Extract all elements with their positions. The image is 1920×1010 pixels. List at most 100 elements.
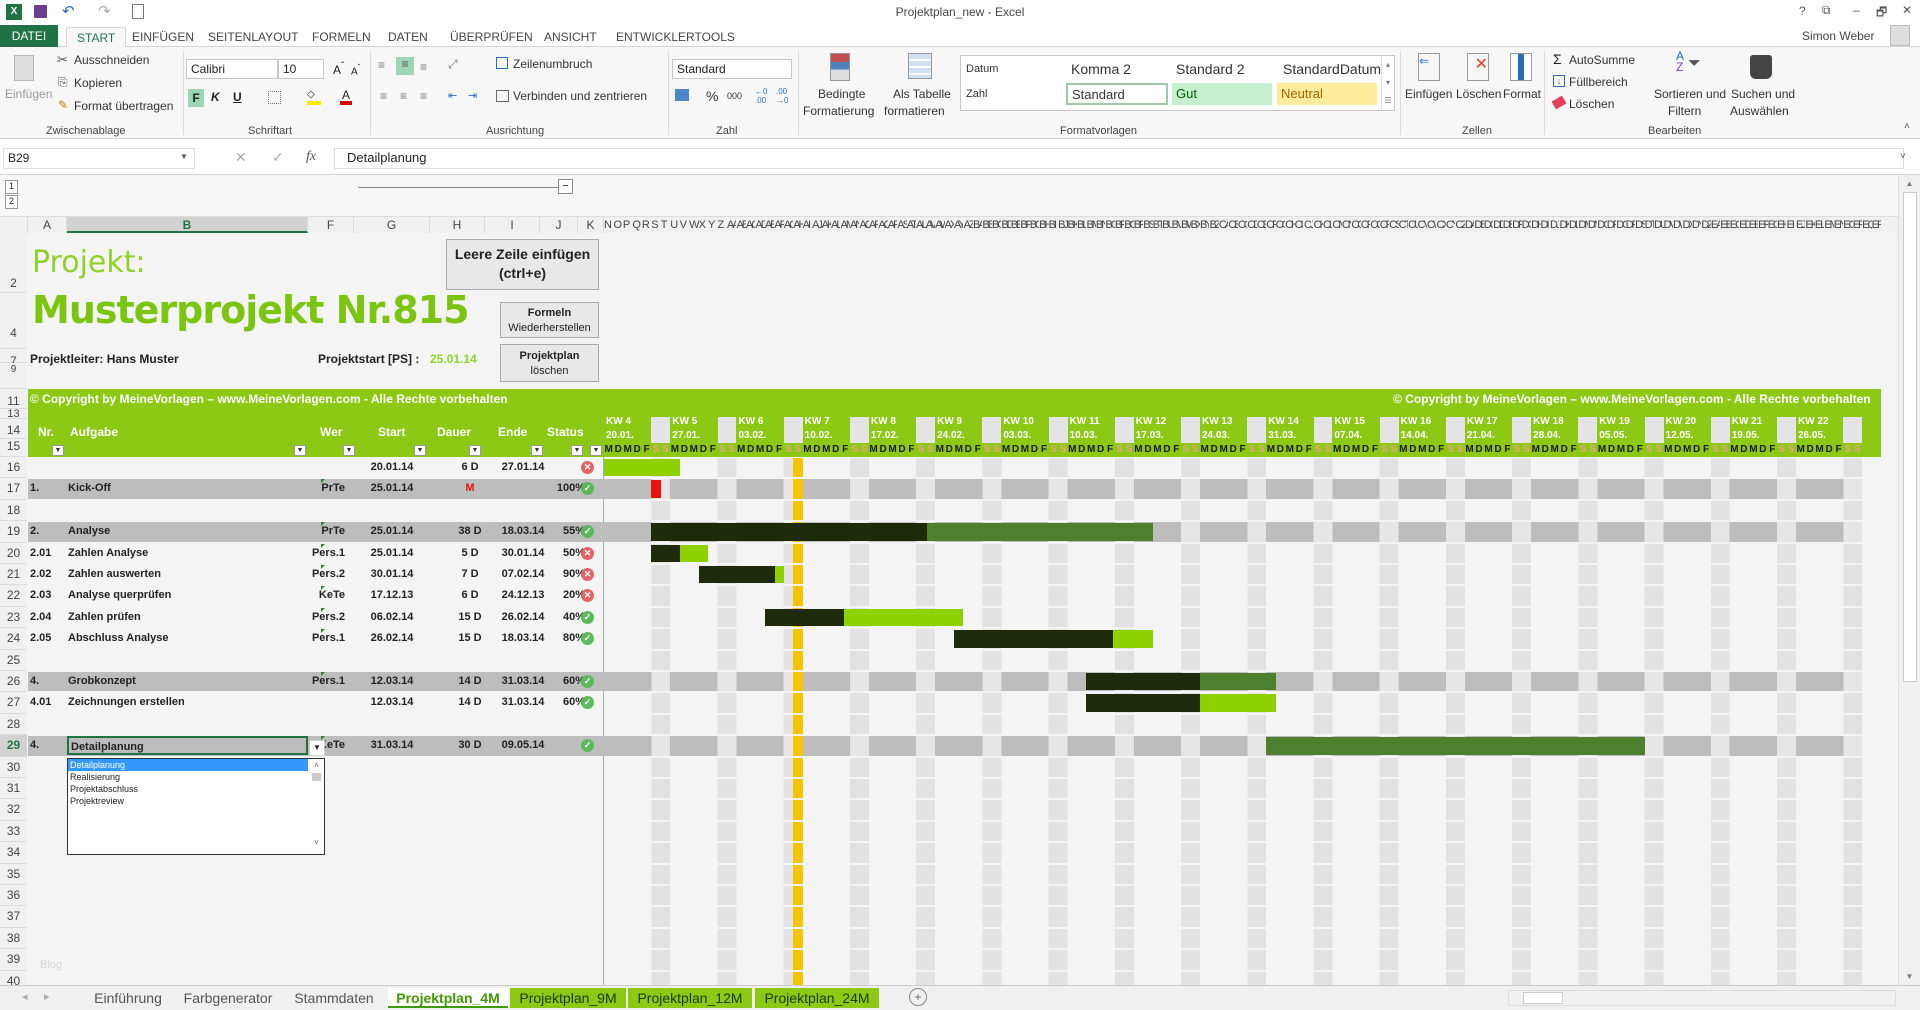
number-format-dropdown[interactable]: Standard	[672, 59, 792, 79]
gantt-column-header[interactable]: CB	[1228, 219, 1237, 231]
paste-button[interactable]: Einfügen	[5, 87, 53, 101]
gantt-column-header[interactable]: BI	[1048, 219, 1058, 231]
row-header-2[interactable]: 2	[0, 233, 27, 293]
sheet-tab-projektplan-4m[interactable]: Projektplan_4M	[388, 988, 508, 1008]
row-header-4[interactable]: 4	[0, 293, 27, 349]
gantt-column-header[interactable]: CL	[1322, 219, 1333, 231]
gantt-column-header[interactable]: BE	[1010, 219, 1021, 231]
align-left-icon[interactable]: ≡	[380, 89, 388, 103]
gantt-column-header[interactable]: BP	[1114, 219, 1125, 231]
gantt-column-header[interactable]: BA	[972, 219, 983, 231]
outline-level-1-button[interactable]: 1	[5, 180, 18, 194]
row-header[interactable]: 20	[0, 542, 27, 564]
gantt-column-header[interactable]: DB	[1474, 219, 1483, 231]
tab-ueberpruefen[interactable]: ÜBERPRÜFEN	[450, 30, 533, 44]
gantt-column-header[interactable]: CH	[1285, 219, 1294, 231]
gantt-column-header[interactable]: CQ	[1370, 219, 1379, 231]
gantt-column-header[interactable]: AH	[793, 219, 803, 231]
row-header-14[interactable]: 14	[0, 419, 27, 439]
gantt-column-header[interactable]: BB	[982, 219, 992, 231]
name-box[interactable]: B29	[3, 148, 195, 169]
column-header-b[interactable]: B	[67, 217, 308, 233]
gantt-column-header[interactable]: DO	[1597, 219, 1606, 231]
conditional-formatting-button[interactable]: Bedingte	[818, 87, 866, 101]
gantt-column-header[interactable]: AF	[774, 219, 784, 231]
sheet-tab-projektplan-9m[interactable]: Projektplan_9M	[510, 988, 626, 1008]
gantt-column-header[interactable]: BK	[1067, 219, 1077, 231]
style-standard[interactable]: Standard	[1066, 83, 1168, 105]
sort-filter-button-line2[interactable]: Filtern	[1668, 104, 1702, 118]
column-header-j[interactable]: J	[540, 217, 578, 233]
clear-button[interactable]: Löschen	[1569, 97, 1615, 111]
gantt-column-header[interactable]: ER	[1871, 219, 1882, 231]
sheet-tab-farbgenerator[interactable]: Farbgenerator	[183, 990, 273, 1006]
gantt-column-header[interactable]: CW	[1427, 219, 1436, 231]
column-header-h[interactable]: H	[430, 217, 485, 233]
tab-start[interactable]: START	[66, 27, 127, 47]
align-center-icon[interactable]: ≡	[400, 89, 408, 103]
style-komma-2[interactable]: Komma 2	[1071, 61, 1131, 77]
gantt-column-header[interactable]: CT	[1398, 219, 1409, 231]
sort-filter-button[interactable]: Sortieren und	[1654, 87, 1727, 101]
italic-button[interactable]: K	[211, 90, 220, 104]
gantt-column-header[interactable]: O	[613, 219, 622, 231]
row-header[interactable]: 33	[0, 820, 27, 843]
column-header-k[interactable]: K	[578, 217, 604, 233]
add-sheet-button[interactable]: +	[909, 988, 927, 1006]
minimize-button[interactable]: –	[1853, 3, 1860, 17]
row-header[interactable]: 22	[0, 585, 27, 607]
row-header[interactable]: 19	[0, 521, 27, 543]
gantt-column-header[interactable]: AB	[736, 219, 746, 231]
row-header-7[interactable]: 7	[0, 349, 27, 368]
gantt-column-header[interactable]: BH	[1039, 219, 1049, 231]
gantt-column-header[interactable]: EF	[1758, 219, 1768, 231]
style-zahl[interactable]: Zahl	[966, 88, 988, 100]
style-standarddatum[interactable]: StandardDatum	[1283, 61, 1382, 77]
tab-scroll-left-icon[interactable]: ◂	[22, 991, 28, 1003]
gantt-column-header[interactable]: BS	[1143, 219, 1153, 231]
gantt-column-header[interactable]: CO	[1351, 219, 1360, 231]
gantt-column-header[interactable]: DA	[1464, 219, 1474, 231]
gantt-column-header[interactable]: EQ	[1862, 219, 1871, 231]
gantt-column-header[interactable]: DN	[1587, 219, 1597, 231]
gantt-column-header[interactable]: BY	[1199, 219, 1210, 231]
row-header[interactable]: 28	[0, 713, 27, 736]
row-header[interactable]: 32	[0, 799, 27, 821]
gantt-column-header[interactable]: DR	[1625, 219, 1635, 231]
gantt-column-header[interactable]: BR	[1133, 219, 1144, 231]
row-header[interactable]: 23	[0, 606, 27, 629]
gantt-column-header[interactable]: BF	[1020, 219, 1030, 231]
gantt-column-header[interactable]: EC	[1729, 219, 1740, 231]
insert-row-button[interactable]: Leere Zeile einfügen (ctrl+e)	[446, 239, 599, 290]
undo-icon[interactable]: ↶	[62, 3, 75, 20]
gantt-column-header[interactable]: AO	[859, 219, 868, 231]
gantt-column-header[interactable]: CJ	[1304, 219, 1314, 231]
indent-increase-icon[interactable]: ⇥	[468, 90, 478, 102]
gantt-column-header[interactable]: BZ	[1209, 219, 1219, 231]
gantt-column-header[interactable]: CX	[1436, 219, 1445, 231]
gantt-column-header[interactable]: DQ	[1616, 219, 1625, 231]
gantt-column-header[interactable]: BW	[1181, 219, 1190, 231]
gantt-column-header[interactable]: BT	[1152, 219, 1163, 231]
ribbon-display-button[interactable]: ⧉	[1822, 3, 1831, 17]
gantt-column-header[interactable]: AG	[783, 219, 793, 231]
sheet-tab-einfuehrung[interactable]: Einführung	[94, 990, 162, 1006]
gantt-column-header[interactable]: AR	[887, 219, 898, 231]
grow-font-icon[interactable]: Aˆ	[333, 61, 345, 77]
close-button[interactable]: ✕	[1902, 3, 1913, 17]
save-icon[interactable]	[34, 5, 47, 18]
border-icon[interactable]	[268, 91, 281, 104]
gantt-column-header[interactable]: AJ	[812, 219, 821, 231]
gantt-column-header[interactable]: BD	[1001, 219, 1011, 231]
gantt-column-header[interactable]: DP	[1606, 219, 1616, 231]
gantt-column-header[interactable]: EH	[1777, 219, 1787, 231]
gantt-column-header[interactable]: EI	[1786, 219, 1796, 231]
row-header-13[interactable]: 13	[0, 409, 27, 420]
task-dropdown-list[interactable]: Detailplanung Realisierung Projektabschlus…	[67, 758, 325, 855]
gantt-column-header[interactable]: AV	[925, 219, 936, 231]
gantt-column-header[interactable]: CD	[1247, 219, 1256, 231]
task-name[interactable]: Zahlen Analyse	[68, 546, 149, 559]
task-name[interactable]: Zahlen auswerten	[68, 568, 161, 580]
sheet-tab-projektplan-12m[interactable]: Projektplan_12M	[628, 988, 752, 1008]
gantt-column-header[interactable]: EK	[1805, 219, 1815, 231]
